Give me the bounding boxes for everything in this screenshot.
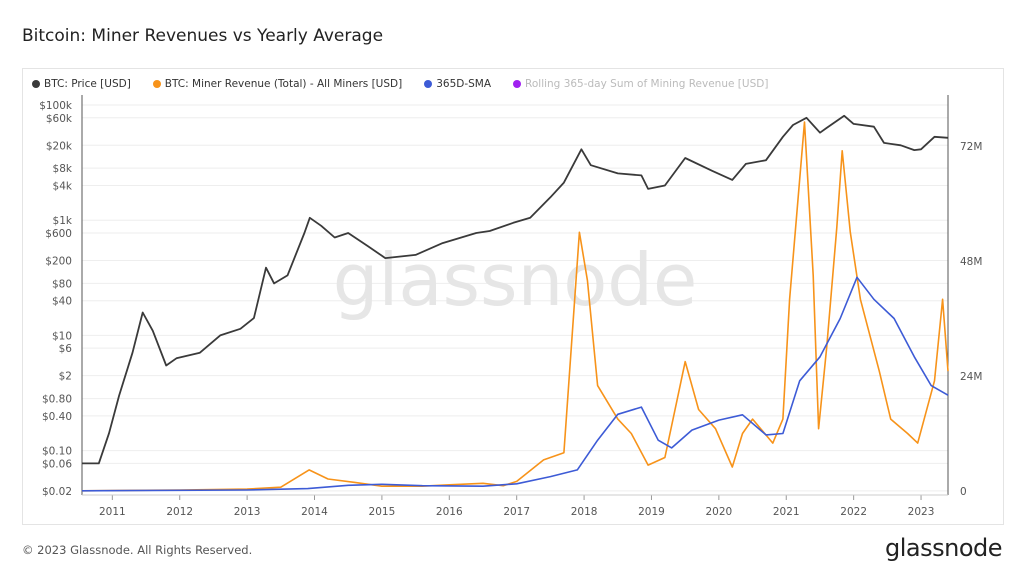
watermark: glassnode (333, 238, 698, 322)
x-tick-label: 2021 (773, 506, 800, 518)
x-tick-label: 2014 (301, 506, 328, 518)
series-line-2 (81, 276, 949, 492)
y-right-tick-label: 0 (960, 486, 967, 498)
x-tick-label: 2016 (436, 506, 463, 518)
x-tick-label: 2019 (638, 506, 665, 518)
y-left-tick-label: $600 (45, 228, 72, 240)
y-left-tick-label: $20k (46, 140, 73, 152)
y-right-tick-label: 24M (960, 371, 982, 383)
y-right-tick-label: 48M (960, 256, 982, 268)
legend-dot-icon (424, 80, 433, 88)
y-left-tick-label: $80 (52, 278, 72, 290)
y-left-tick-label: $100k (39, 100, 73, 112)
legend-item[interactable]: BTC: Miner Revenue (Total) - All Miners … (152, 78, 403, 90)
y-left-tick-label: $10 (52, 330, 72, 342)
legend-item[interactable]: 365D-SMA (424, 78, 491, 90)
x-tick-label: 2023 (908, 506, 935, 518)
x-tick-label: 2012 (166, 506, 193, 518)
y-left-tick-label: $0.06 (42, 458, 72, 470)
y-left-tick-label: $1k (53, 215, 73, 227)
copyright: © 2023 Glassnode. All Rights Reserved. (22, 543, 253, 557)
x-tick-label: 2020 (705, 506, 732, 518)
legend-dot-icon (513, 80, 522, 88)
y-left-tick-label: $40 (52, 296, 72, 308)
series-line-1 (81, 121, 949, 492)
legend-dot-icon (152, 80, 161, 88)
x-tick-label: 2013 (234, 506, 261, 518)
y-left-tick-label: $0.40 (42, 411, 72, 423)
y-left-tick-label: $4k (53, 181, 73, 193)
legend-item[interactable]: BTC: Price [USD] (32, 78, 131, 90)
legend-label: BTC: Price [USD] (44, 78, 131, 90)
legend-item[interactable]: Rolling 365-day Sum of Mining Revenue [U… (513, 78, 768, 90)
x-tick-label: 2015 (369, 506, 396, 518)
legend-dot-icon (32, 80, 40, 88)
series-line-0 (82, 114, 949, 465)
y-left-tick-label: $60k (46, 113, 73, 125)
x-tick-label: 2011 (99, 506, 126, 518)
legend-label: 365D-SMA (436, 78, 492, 90)
chart-panel (22, 68, 1004, 525)
glassnode-logo: glassnode (884, 534, 1003, 562)
y-left-tick-label: $0.10 (42, 446, 72, 458)
legend-label: Rolling 365-day Sum of Mining Revenue [U… (525, 78, 769, 90)
page-title: Bitcoin: Miner Revenues vs Yearly Averag… (22, 26, 384, 46)
x-tick-label: 2018 (571, 506, 598, 518)
y-left-tick-label: $8k (53, 163, 73, 175)
x-tick-label: 2022 (840, 506, 867, 518)
y-left-tick-label: $200 (45, 255, 72, 267)
legend: BTC: Price [USD] BTC: Miner Revenue (Tota… (32, 78, 768, 90)
legend-label: BTC: Miner Revenue (Total) - All Miners … (164, 78, 403, 90)
y-left-tick-label: $2 (59, 371, 72, 383)
y-left-tick-label: $0.02 (42, 486, 72, 498)
y-left-tick-label: $6 (59, 343, 73, 355)
y-right-tick-label: 72M (960, 141, 982, 153)
x-tick-label: 2017 (503, 506, 530, 518)
y-left-tick-label: $0.80 (42, 394, 72, 406)
